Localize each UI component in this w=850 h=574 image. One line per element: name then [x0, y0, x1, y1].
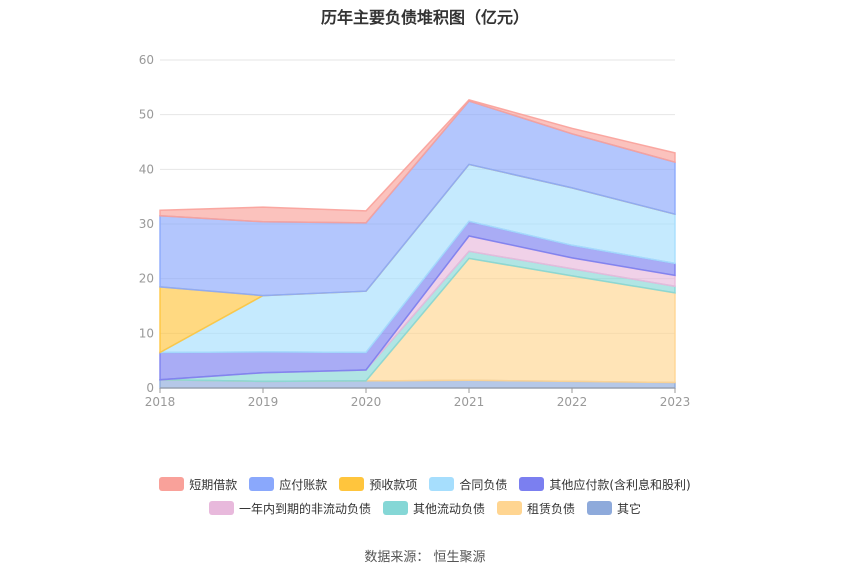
- legend-item[interactable]: 短期借款: [159, 476, 237, 493]
- legend-item[interactable]: 应付账款: [249, 476, 327, 493]
- legend-swatch: [587, 501, 613, 515]
- y-tick-label: 20: [139, 272, 154, 286]
- legend-swatch: [429, 477, 455, 491]
- x-tick-label: 2019: [248, 395, 279, 409]
- stacked-area-chart: 0 10 20 30 40 50 60 2018 2019 2020 2021 2022 2023: [139, 53, 691, 409]
- legend: 短期借款 应付账款 预收款项 合同负债 其他应付款(含利息和股利) 一年内到期的非流动负…: [0, 472, 850, 520]
- x-tick-label: 2020: [351, 395, 382, 409]
- legend-label: 预收款项: [369, 477, 418, 492]
- legend-row: 一年内到期的非流动负债 其他流动负债 租赁负债 其它: [0, 496, 850, 520]
- legend-label: 其它: [617, 501, 642, 516]
- legend-label: 其他应付款(含利息和股利): [549, 477, 691, 492]
- y-tick-label: 60: [139, 53, 154, 67]
- legend-label: 其他流动负债: [412, 501, 485, 516]
- legend-item[interactable]: 一年内到期的非流动负债: [208, 500, 371, 517]
- area-series-path: [159, 99, 676, 224]
- legend-label: 短期借款: [189, 477, 238, 492]
- legend-item[interactable]: 合同负债: [429, 476, 507, 493]
- legend-item[interactable]: 预收款项: [339, 476, 417, 493]
- legend-label: 租赁负债: [527, 501, 576, 516]
- axes: 0 10 20 30 40 50 60 2018 2019 2020 2021 2022 2023: [139, 53, 691, 409]
- legend-swatch: [382, 501, 408, 515]
- legend-row: 短期借款 应付账款 预收款项 合同负债 其他应付款(含利息和股利): [0, 472, 850, 496]
- y-tick-label: 10: [139, 326, 154, 340]
- legend-swatch: [249, 477, 275, 491]
- chart-title: 历年主要负债堆积图（亿元）: [320, 8, 529, 27]
- x-tick-label: 2023: [660, 395, 691, 409]
- legend-item[interactable]: 租赁负债: [497, 500, 575, 517]
- y-tick-label: 30: [139, 217, 154, 231]
- legend-item[interactable]: 其他流动负债: [382, 500, 485, 517]
- data-source-note: 数据来源： 恒生聚源: [364, 550, 486, 565]
- y-tick-label: 50: [139, 108, 154, 122]
- legend-swatch: [208, 501, 234, 515]
- x-tick-label: 2021: [454, 395, 485, 409]
- legend-swatch: [519, 477, 545, 491]
- x-tick-label: 2022: [557, 395, 588, 409]
- legend-swatch: [159, 477, 185, 491]
- legend-label: 一年内到期的非流动负债: [238, 501, 371, 516]
- legend-label: 合同负债: [459, 477, 508, 492]
- legend-swatch: [497, 501, 522, 515]
- y-tick-label: 40: [139, 162, 154, 176]
- legend-item[interactable]: 其他应付款(含利息和股利): [519, 476, 691, 493]
- legend-item[interactable]: 其它: [587, 500, 641, 517]
- legend-swatch: [339, 477, 365, 491]
- area-series: [159, 99, 676, 389]
- x-tick-label: 2018: [145, 395, 176, 409]
- y-tick-label: 0: [146, 381, 154, 395]
- legend-label: 应付账款: [279, 477, 328, 492]
